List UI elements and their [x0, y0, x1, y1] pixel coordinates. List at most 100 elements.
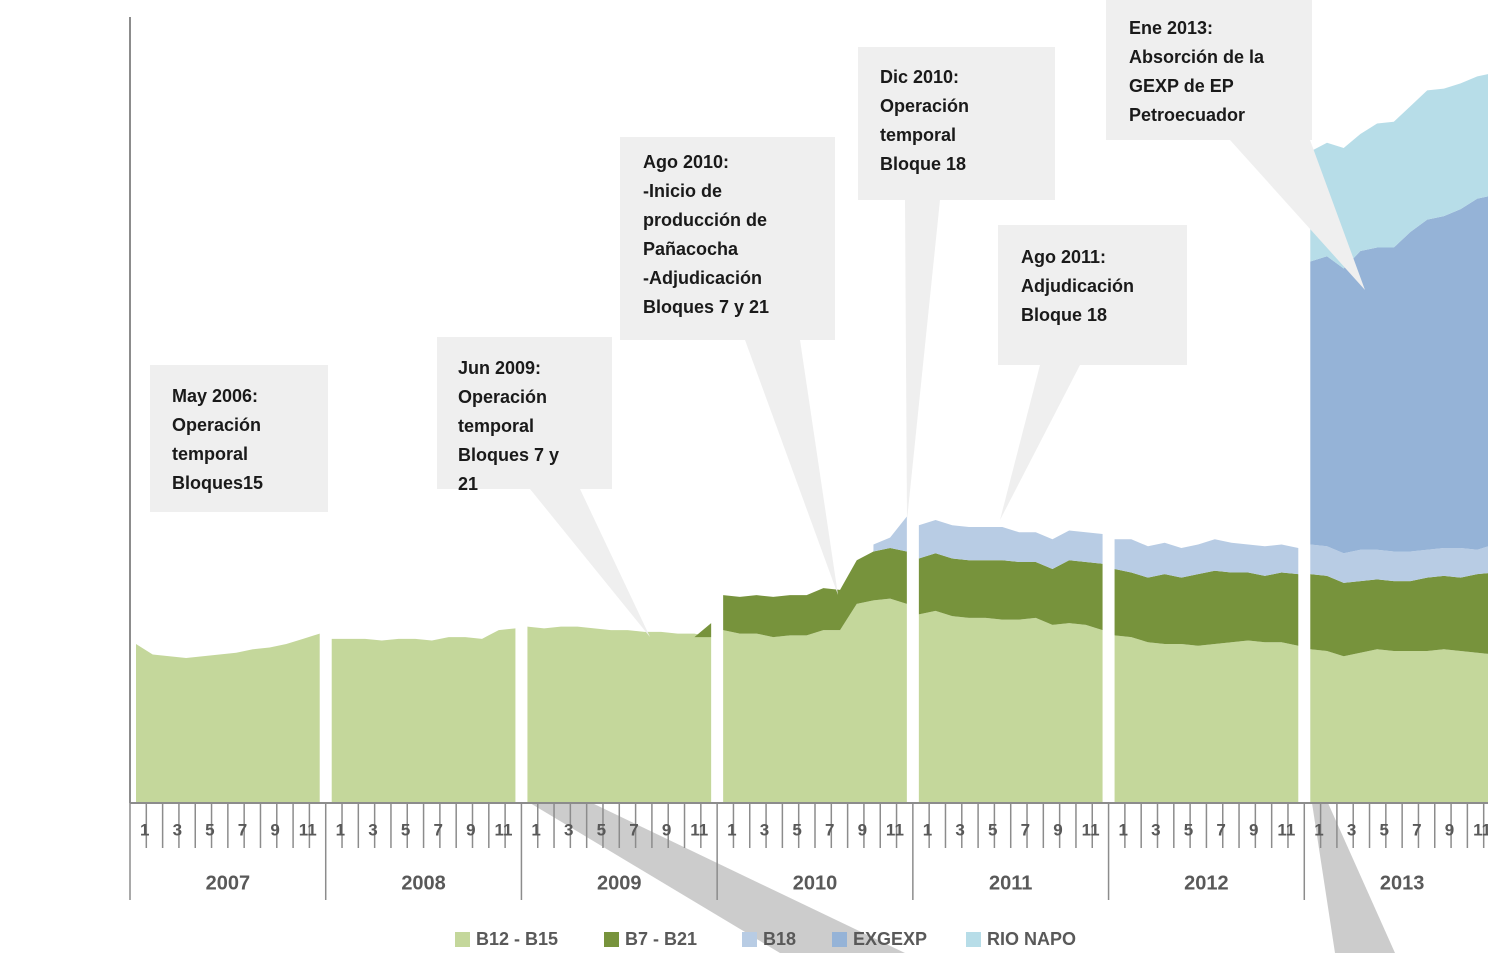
annotation-text: temporal	[880, 125, 956, 145]
x-tick-label: 7	[825, 820, 834, 839]
callout-pointer	[1000, 365, 1080, 520]
x-group-label: 2013	[1380, 872, 1425, 894]
x-group-label: 2010	[793, 872, 838, 894]
legend-swatch	[604, 932, 619, 947]
callout-box	[858, 47, 1055, 200]
annotation-text: Absorción de la	[1129, 47, 1265, 67]
callout-box	[150, 365, 328, 512]
annotation-text: Pañacocha	[643, 239, 739, 259]
annotation-text: May 2006:	[172, 386, 258, 406]
annotation-text: Ene 2013:	[1129, 18, 1213, 38]
x-tick-label: 9	[270, 820, 279, 839]
x-tick-label: 3	[368, 820, 377, 839]
annotation-text: Operación	[880, 96, 969, 116]
area	[918, 553, 1103, 631]
area	[873, 516, 907, 552]
annotation-text: Bloques 7 y 21	[643, 297, 769, 317]
x-tick-label: 1	[1314, 820, 1323, 839]
x-tick-label: 3	[1347, 820, 1356, 839]
annotation-text: Bloques 7 y	[458, 445, 559, 465]
annotation-text: -Inicio de	[643, 181, 722, 201]
x-tick-label: 1	[923, 820, 932, 839]
annotation-text: Petroecuador	[1129, 105, 1245, 125]
x-tick-label: 3	[564, 820, 573, 839]
x-tick-label: 3	[955, 820, 964, 839]
x-tick-label: 3	[173, 820, 182, 839]
callout-box	[998, 225, 1187, 365]
annotation-text: Bloque 18	[880, 154, 966, 174]
x-group-label: 2009	[597, 872, 642, 894]
area	[1114, 568, 1299, 646]
x-group-label: 2007	[206, 872, 251, 894]
area	[1310, 196, 1488, 554]
x-tick-label: 5	[1184, 820, 1193, 839]
legend-label: RIO NAPO	[987, 929, 1076, 949]
x-tick-label: 11	[690, 820, 708, 839]
legend-swatch	[832, 932, 847, 947]
x-tick-label: 9	[466, 820, 475, 839]
x-tick-label: 1	[140, 820, 149, 839]
x-tick-label: 9	[662, 820, 671, 839]
x-tick-label: 5	[205, 820, 214, 839]
area	[331, 628, 516, 803]
annotation-text: temporal	[172, 444, 248, 464]
annotation-text: Jun 2009:	[458, 358, 541, 378]
x-group-label: 2008	[401, 872, 446, 894]
x-tick-label: 7	[1021, 820, 1030, 839]
annotation-text: Operación	[458, 387, 547, 407]
x-tick-label: 9	[858, 820, 867, 839]
area	[723, 547, 907, 638]
annotation-text: producción de	[643, 210, 767, 230]
area	[527, 626, 712, 803]
x-tick-label: 7	[238, 820, 247, 839]
area	[136, 633, 320, 803]
callout-pointer	[745, 340, 838, 595]
x-tick-label: 1	[531, 820, 540, 839]
x-tick-label: 5	[988, 820, 997, 839]
area	[1114, 539, 1299, 578]
legend-label: EXGEXP	[853, 929, 927, 949]
x-tick-label: 5	[597, 820, 606, 839]
annotation-text: 21	[458, 474, 478, 494]
callout-pointer	[530, 489, 650, 637]
x-group-label: 2011	[989, 872, 1032, 894]
area	[1310, 74, 1488, 269]
x-tick-label: 11	[494, 820, 512, 839]
x-tick-label: 7	[1216, 820, 1225, 839]
x-tick-label: 9	[1249, 820, 1258, 839]
legend-swatch	[742, 932, 757, 947]
area	[723, 598, 907, 803]
decor-shadow	[1312, 803, 1395, 953]
annotation-text: temporal	[458, 416, 534, 436]
annotation-text: Dic 2010:	[880, 67, 959, 87]
area	[1310, 573, 1488, 657]
x-tick-label: 11	[886, 820, 904, 839]
x-tick-label: 11	[1082, 820, 1100, 839]
callout-box	[1106, 0, 1312, 140]
callout-pointer	[905, 200, 940, 520]
annotation-text: -Adjudicación	[643, 268, 762, 288]
x-tick-label: 1	[1119, 820, 1128, 839]
x-tick-label: 3	[760, 820, 769, 839]
legend-label: B18	[763, 929, 796, 949]
x-tick-label: 7	[434, 820, 443, 839]
annotation-text: Ago 2010:	[643, 152, 729, 172]
annotation-text: Bloque 18	[1021, 305, 1107, 325]
area	[1114, 635, 1299, 803]
area	[694, 623, 712, 638]
annotation-text: Operación	[172, 415, 261, 435]
callout-box	[620, 137, 835, 340]
x-tick-label: 5	[792, 820, 801, 839]
x-tick-label: 11	[299, 820, 317, 839]
x-tick-label: 9	[1053, 820, 1062, 839]
x-tick-label: 5	[401, 820, 410, 839]
legend-label: B7 - B21	[625, 929, 697, 949]
x-tick-label: 7	[629, 820, 638, 839]
x-tick-label: 3	[1151, 820, 1160, 839]
annotation-text: Bloques15	[172, 473, 263, 493]
callout-pointer	[1230, 140, 1365, 290]
x-group-label: 2012	[1184, 872, 1229, 894]
area	[1310, 649, 1488, 803]
x-tick-label: 11	[1473, 820, 1488, 839]
